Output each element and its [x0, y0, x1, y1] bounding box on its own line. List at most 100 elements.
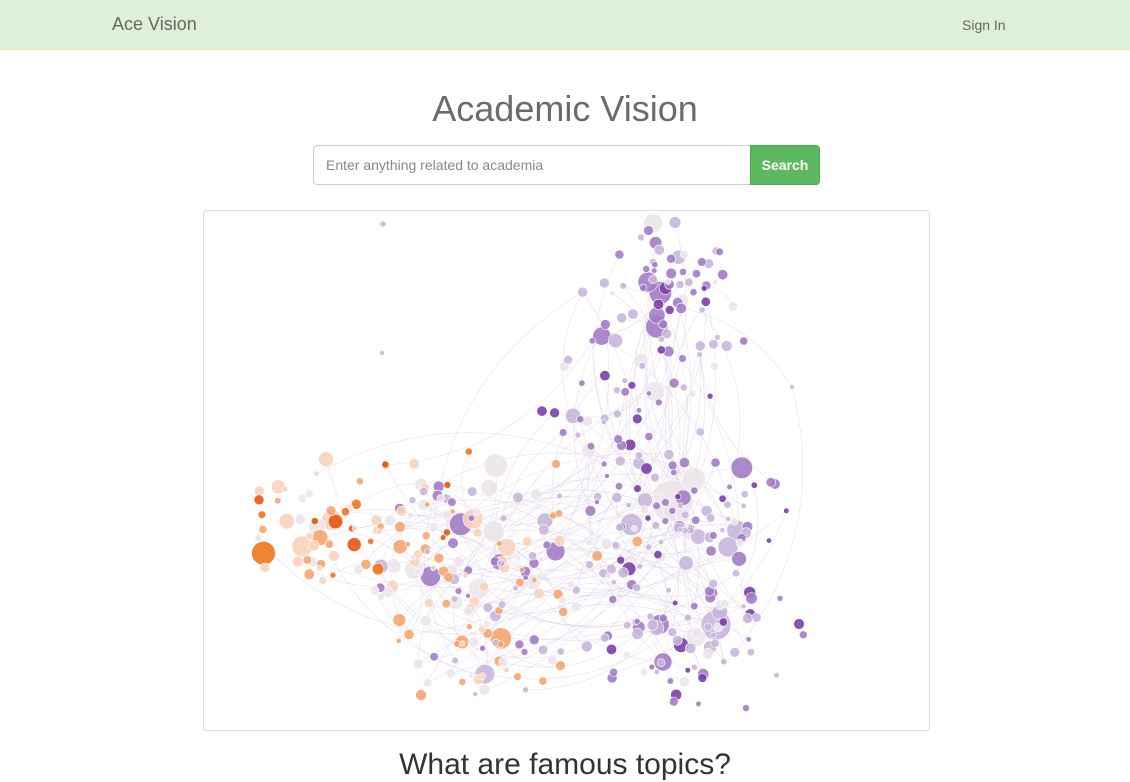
- graph-node[interactable]: [477, 625, 486, 634]
- graph-node[interactable]: [578, 379, 586, 387]
- graph-node[interactable]: [653, 244, 665, 256]
- graph-node[interactable]: [445, 668, 456, 679]
- graph-node[interactable]: [251, 541, 276, 566]
- graph-node[interactable]: [720, 599, 730, 609]
- graph-node[interactable]: [464, 447, 473, 456]
- graph-node[interactable]: [472, 691, 479, 697]
- graph-node[interactable]: [620, 387, 630, 397]
- graph-node[interactable]: [452, 556, 465, 568]
- graph-node[interactable]: [447, 497, 457, 507]
- graph-node[interactable]: [674, 493, 682, 501]
- graph-node[interactable]: [353, 564, 364, 575]
- graph-node[interactable]: [684, 613, 692, 622]
- graph-node[interactable]: [688, 389, 697, 398]
- graph-node[interactable]: [535, 573, 543, 581]
- graph-node[interactable]: [680, 510, 690, 519]
- graph-node[interactable]: [619, 282, 627, 290]
- graph-node[interactable]: [765, 477, 776, 488]
- graph-node[interactable]: [409, 554, 416, 561]
- graph-node[interactable]: [379, 350, 385, 356]
- graph-node[interactable]: [631, 525, 638, 532]
- graph-node[interactable]: [646, 619, 659, 631]
- graph-node[interactable]: [441, 509, 453, 521]
- graph-node[interactable]: [552, 588, 564, 600]
- graph-node[interactable]: [403, 629, 415, 640]
- graph-node[interactable]: [404, 541, 411, 548]
- graph-node[interactable]: [512, 491, 524, 504]
- graph-node[interactable]: [253, 494, 265, 506]
- graph-node[interactable]: [695, 427, 705, 437]
- graph-node[interactable]: [632, 413, 643, 425]
- graph-node[interactable]: [645, 390, 652, 397]
- graph-node[interactable]: [549, 511, 557, 520]
- graph-node[interactable]: [627, 381, 637, 390]
- graph-node[interactable]: [467, 514, 475, 522]
- graph-node[interactable]: [600, 633, 610, 643]
- graph-node[interactable]: [558, 596, 567, 605]
- graph-node[interactable]: [642, 265, 651, 273]
- graph-node[interactable]: [658, 538, 665, 545]
- graph-node[interactable]: [616, 312, 628, 324]
- graph-node[interactable]: [497, 600, 507, 609]
- graph-node[interactable]: [428, 522, 439, 532]
- graph-node[interactable]: [305, 532, 314, 541]
- graph-node[interactable]: [623, 621, 632, 630]
- graph-node[interactable]: [653, 550, 663, 560]
- graph-node[interactable]: [652, 492, 661, 501]
- graph-node[interactable]: [472, 527, 483, 538]
- graph-node[interactable]: [694, 340, 706, 352]
- graph-node[interactable]: [712, 279, 719, 286]
- graph-node[interactable]: [678, 457, 690, 469]
- graph-node[interactable]: [666, 677, 675, 685]
- graph-node[interactable]: [593, 492, 603, 501]
- graph-node[interactable]: [499, 514, 508, 523]
- search-input[interactable]: [313, 145, 750, 185]
- graph-node[interactable]: [742, 704, 750, 712]
- graph-node[interactable]: [621, 377, 629, 384]
- brand-link[interactable]: Ace Vision: [112, 14, 197, 34]
- graph-node[interactable]: [605, 643, 617, 655]
- graph-node[interactable]: [665, 587, 672, 594]
- graph-node[interactable]: [776, 594, 784, 602]
- graph-node[interactable]: [675, 302, 687, 314]
- graph-node[interactable]: [423, 598, 434, 608]
- graph-node[interactable]: [668, 377, 680, 389]
- graph-node[interactable]: [584, 505, 597, 517]
- graph-node[interactable]: [308, 540, 320, 552]
- graph-node[interactable]: [351, 525, 358, 532]
- graph-node[interactable]: [556, 647, 565, 656]
- graph-node[interactable]: [691, 627, 703, 639]
- graph-node[interactable]: [730, 517, 739, 526]
- graph-node[interactable]: [725, 516, 731, 522]
- graph-node[interactable]: [355, 477, 364, 486]
- graph-node[interactable]: [327, 513, 344, 530]
- graph-node[interactable]: [433, 552, 445, 564]
- graph-node[interactable]: [672, 599, 679, 607]
- graph-node[interactable]: [318, 576, 328, 585]
- graph-node[interactable]: [447, 537, 459, 549]
- graph-node[interactable]: [684, 277, 694, 287]
- graph-node[interactable]: [396, 505, 408, 517]
- graph-node[interactable]: [537, 644, 549, 656]
- graph-node[interactable]: [653, 668, 660, 675]
- graph-node[interactable]: [537, 556, 545, 563]
- graph-node[interactable]: [422, 678, 432, 688]
- graph-node[interactable]: [651, 267, 658, 274]
- graph-node[interactable]: [614, 455, 626, 467]
- graph-node[interactable]: [536, 405, 548, 417]
- graph-node[interactable]: [600, 419, 607, 425]
- graph-node[interactable]: [703, 622, 713, 632]
- graph-node[interactable]: [745, 592, 758, 605]
- graph-node[interactable]: [745, 636, 752, 643]
- graph-node[interactable]: [318, 451, 334, 468]
- graph-node[interactable]: [453, 640, 461, 648]
- graph-node[interactable]: [611, 492, 623, 503]
- graph-node[interactable]: [496, 640, 505, 648]
- graph-node[interactable]: [614, 249, 625, 260]
- graph-node[interactable]: [379, 220, 387, 228]
- graph-node[interactable]: [636, 563, 643, 570]
- graph-node[interactable]: [605, 572, 612, 579]
- graph-node[interactable]: [740, 502, 747, 509]
- graph-node[interactable]: [482, 602, 493, 613]
- graph-node[interactable]: [670, 468, 678, 476]
